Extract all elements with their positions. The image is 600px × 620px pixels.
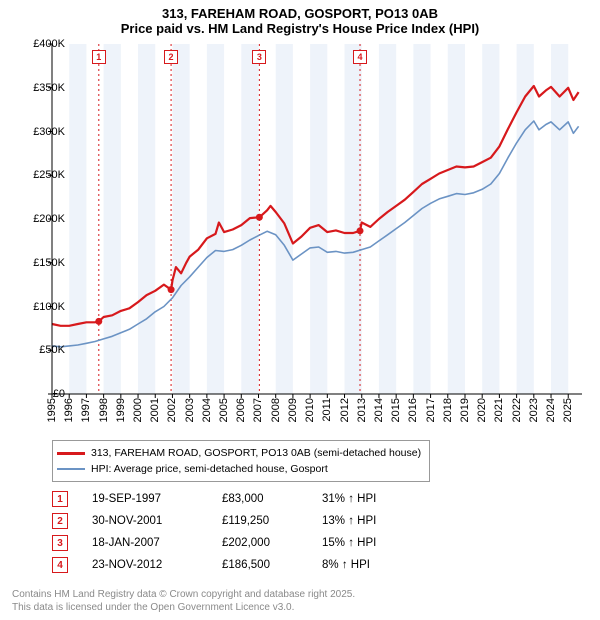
x-tick-label: 1997 xyxy=(80,398,92,422)
x-tick-label: 2021 xyxy=(493,398,505,422)
x-tick-label: 2012 xyxy=(339,398,351,422)
x-tick-label: 2023 xyxy=(528,398,540,422)
sale-date: 30-NOV-2001 xyxy=(92,515,222,527)
footer-line: Contains HM Land Registry data © Crown c… xyxy=(12,588,355,601)
x-tick-label: 2005 xyxy=(218,398,230,422)
x-tick-label: 2018 xyxy=(442,398,454,422)
sale-hpi: 15% ↑ HPI xyxy=(322,537,412,549)
sale-marker-icon: 4 xyxy=(52,557,68,573)
y-tick-label: £50K xyxy=(39,344,65,356)
legend-row: 313, FAREHAM ROAD, GOSPORT, PO13 0AB (se… xyxy=(57,445,421,461)
legend-label: HPI: Average price, semi-detached house,… xyxy=(91,463,328,475)
legend-row: HPI: Average price, semi-detached house,… xyxy=(57,461,421,477)
sale-marker-icon: 2 xyxy=(52,513,68,529)
y-tick-label: £200K xyxy=(33,213,65,225)
legend-swatch xyxy=(57,468,85,471)
x-tick-label: 1996 xyxy=(63,398,75,422)
x-tick-label: 2000 xyxy=(132,398,144,422)
x-tick-label: 2015 xyxy=(390,398,402,422)
sale-marker-icon: 3 xyxy=(52,535,68,551)
x-tick-label: 2010 xyxy=(304,398,316,422)
sale-price: £83,000 xyxy=(222,493,322,505)
x-tick-label: 2007 xyxy=(252,398,264,422)
chart-svg xyxy=(52,44,582,394)
sale-marker-icon: 1 xyxy=(92,50,106,64)
title-block: 313, FAREHAM ROAD, GOSPORT, PO13 0AB Pri… xyxy=(0,0,600,36)
table-row: 3 18-JAN-2007 £202,000 15% ↑ HPI xyxy=(52,532,412,554)
x-tick-label: 2022 xyxy=(511,398,523,422)
table-row: 1 19-SEP-1997 £83,000 31% ↑ HPI xyxy=(52,488,412,510)
y-tick-label: £250K xyxy=(33,169,65,181)
x-tick-label: 2003 xyxy=(184,398,196,422)
sale-hpi: 8% ↑ HPI xyxy=(322,559,412,571)
chart-container: 313, FAREHAM ROAD, GOSPORT, PO13 0AB Pri… xyxy=(0,0,600,620)
x-tick-label: 2019 xyxy=(459,398,471,422)
legend-swatch xyxy=(57,452,85,455)
x-tick-label: 2017 xyxy=(425,398,437,422)
chart-area xyxy=(52,44,582,394)
x-tick-label: 1995 xyxy=(46,398,58,422)
sale-marker-icon: 4 xyxy=(353,50,367,64)
sale-price: £119,250 xyxy=(222,515,322,527)
x-tick-label: 2025 xyxy=(562,398,574,422)
x-tick-label: 1999 xyxy=(115,398,127,422)
sale-date: 23-NOV-2012 xyxy=(92,559,222,571)
sale-hpi: 13% ↑ HPI xyxy=(322,515,412,527)
sale-date: 19-SEP-1997 xyxy=(92,493,222,505)
sale-date: 18-JAN-2007 xyxy=(92,537,222,549)
x-tick-label: 2011 xyxy=(321,398,333,422)
sale-hpi: 31% ↑ HPI xyxy=(322,493,412,505)
x-tick-label: 1998 xyxy=(98,398,110,422)
x-tick-label: 2009 xyxy=(287,398,299,422)
x-tick-label: 2024 xyxy=(545,398,557,422)
y-tick-label: £150K xyxy=(33,257,65,269)
y-tick-label: £100K xyxy=(33,301,65,313)
x-tick-label: 2016 xyxy=(407,398,419,422)
x-tick-label: 2001 xyxy=(149,398,161,422)
sale-marker-icon: 1 xyxy=(52,491,68,507)
title-line1: 313, FAREHAM ROAD, GOSPORT, PO13 0AB xyxy=(0,6,600,21)
sale-price: £202,000 xyxy=(222,537,322,549)
y-tick-label: £300K xyxy=(33,126,65,138)
footer: Contains HM Land Registry data © Crown c… xyxy=(12,588,355,614)
sale-marker-icon: 2 xyxy=(164,50,178,64)
legend-label: 313, FAREHAM ROAD, GOSPORT, PO13 0AB (se… xyxy=(91,447,421,459)
sale-price: £186,500 xyxy=(222,559,322,571)
sale-marker-icon: 3 xyxy=(252,50,266,64)
y-tick-label: £400K xyxy=(33,38,65,50)
x-tick-label: 2006 xyxy=(235,398,247,422)
x-tick-label: 2013 xyxy=(356,398,368,422)
table-row: 2 30-NOV-2001 £119,250 13% ↑ HPI xyxy=(52,510,412,532)
x-tick-label: 2014 xyxy=(373,398,385,422)
footer-line: This data is licensed under the Open Gov… xyxy=(12,601,355,614)
x-tick-label: 2020 xyxy=(476,398,488,422)
table-row: 4 23-NOV-2012 £186,500 8% ↑ HPI xyxy=(52,554,412,576)
x-tick-label: 2004 xyxy=(201,398,213,422)
x-tick-label: 2002 xyxy=(166,398,178,422)
title-line2: Price paid vs. HM Land Registry's House … xyxy=(0,21,600,36)
sales-table: 1 19-SEP-1997 £83,000 31% ↑ HPI 2 30-NOV… xyxy=(52,488,412,576)
x-tick-label: 2008 xyxy=(270,398,282,422)
legend: 313, FAREHAM ROAD, GOSPORT, PO13 0AB (se… xyxy=(52,440,430,482)
y-tick-label: £350K xyxy=(33,82,65,94)
